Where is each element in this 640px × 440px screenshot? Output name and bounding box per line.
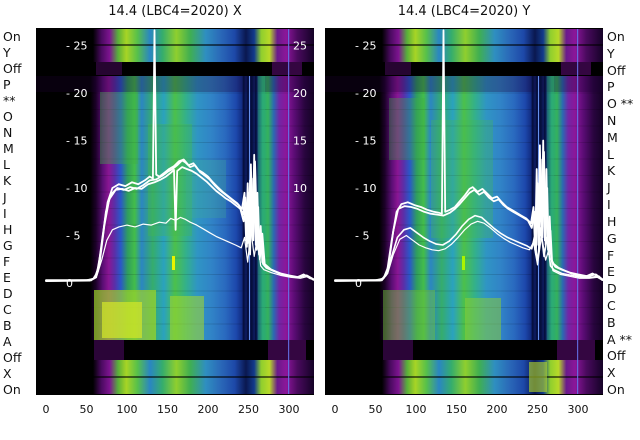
y-tick-label-inside: - 25 [66,40,87,53]
y-tick-label-inside: 0 [355,277,362,290]
row-label-left-22: On [3,382,21,398]
row-label-right-10: I [607,197,611,213]
x-tick-label: 0 [331,403,339,416]
row-label-right-6: M [607,129,618,145]
row-label-left-8: L [3,157,10,173]
y-tick-label-inside: - 20 [355,87,376,100]
row-label-left-20: Off [3,350,22,365]
row-label-left-6: N [3,125,13,141]
row-label-left-0: On [3,29,21,44]
row-label-right-9: J [607,180,611,196]
x-tick-label: 100 [116,403,138,416]
row-label-left-7: M [3,141,14,157]
row-label-left-15: E [3,269,11,285]
row-label-right-17: B [607,314,616,330]
plot-title-left: 14.4 (LBC4=2020) X [108,4,242,19]
row-label-right-7: L [607,146,614,162]
y-tick-label-right-edge: 15 [293,135,307,148]
overlay-trace-4 [45,216,314,282]
y-tick-label-inside: - 15 [66,135,87,148]
row-label-left-2: Off [3,61,22,77]
x-tick-label: 0 [42,403,50,416]
y-tick-label-right-edge: 20 [293,87,307,100]
x-tick-label: 200 [197,403,219,416]
x-tick-label: 50 [368,403,383,416]
x-tick-label: 250 [238,403,259,416]
row-label-right-8: K [607,163,616,179]
y-tick-label-inside: - 25 [355,40,376,53]
y-tick-label-inside: - 10 [66,182,87,195]
row-label-right-20: X [607,365,616,381]
row-label-right-4: O ** [607,96,634,112]
x-tick-label: 200 [486,403,508,416]
row-label-right-18: A ** [607,331,633,347]
row-label-right-1: Y [607,45,615,61]
row-label-left-4: ** [3,93,16,109]
row-label-right-19: Off [607,348,626,364]
row-label-left-1: Y [3,45,11,61]
y-tick-label-inside: - 5 [66,230,80,243]
row-label-left-11: I [3,205,7,221]
plot-canvas-y: - 25 - 20 - 15 - 10 - 5 0 [325,28,603,395]
row-label-left-12: H [3,221,13,237]
y-tick-label-right-edge: 10 [293,182,307,195]
row-label-left-9: K [3,173,12,189]
row-label-right-13: F [607,247,615,263]
x-tick-label: 250 [527,403,548,416]
row-label-left-16: D [3,285,13,301]
x-tick-label: 100 [405,403,427,416]
row-label-right-16: C [607,297,616,313]
plot-title-right: 14.4 (LBC4=2020) Y [397,4,531,19]
row-label-right-15: D [607,281,617,297]
overlay-trace-2 [334,151,603,282]
x-tick-label: 300 [278,403,300,416]
y-tick-label-right-edge: 25 [293,40,307,53]
x-tick-label: 150 [157,403,178,416]
x-tick-label: 150 [446,403,467,416]
row-label-left-21: X [3,366,12,382]
row-label-left-19: A [3,333,12,349]
row-label-left-13: G [3,237,13,253]
row-label-right-12: G [607,230,617,246]
y-tick-label-inside: 0 [66,277,73,290]
row-label-right-14: E [607,264,615,280]
row-label-left-3: P [3,77,11,93]
row-label-left-5: O [3,109,13,125]
row-label-right-0: On [607,29,625,44]
plot-canvas-x: - 25 - 20 - 15 - 10 - 5 0 25 20 15 10 [36,28,314,395]
x-tick-label: 50 [79,403,94,416]
overlay-trace-4 [334,220,603,282]
row-label-left-14: F [3,253,11,269]
row-label-right-3: P [607,79,615,95]
row-label-right-2: Off [607,62,626,78]
row-label-left-17: C [3,301,12,317]
y-tick-label-inside: - 10 [355,182,376,195]
overlay-trace-3 [45,159,314,283]
y-tick-label-inside: - 20 [66,87,87,100]
y-tick-label-inside: - 5 [355,230,369,243]
y-tick-label-inside: - 15 [355,135,376,148]
row-label-left-10: J [3,189,7,205]
row-label-left-18: B [3,317,12,333]
x-tick-label: 300 [567,403,589,416]
row-label-right-5: N [607,113,617,129]
row-label-right-21: On [607,382,625,397]
row-label-right-11: H [607,213,617,229]
